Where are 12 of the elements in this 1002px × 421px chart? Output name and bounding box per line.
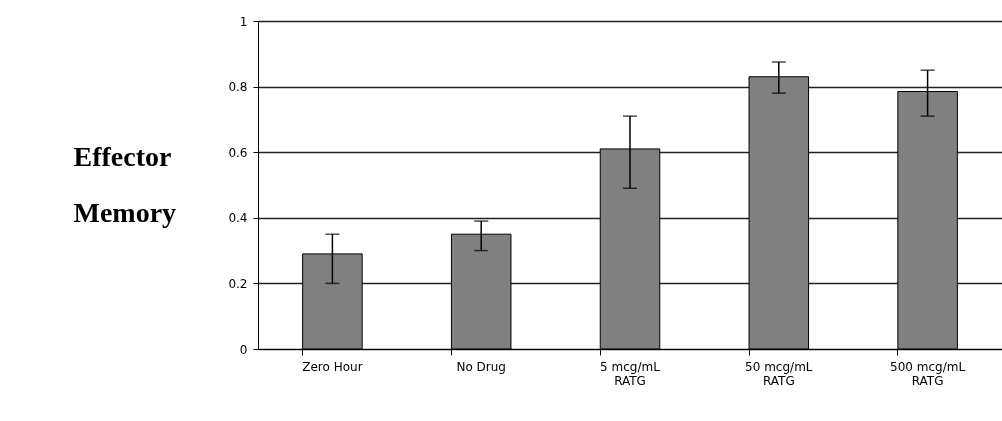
x-tick-label: No Drug xyxy=(456,359,506,374)
x-tick-label: 50 mcg/mL RATG xyxy=(745,359,813,388)
y-tick-label: 0.2 xyxy=(228,276,248,291)
x-tick-label: 5 mcg/mL RATG xyxy=(600,359,661,388)
y-axis-title: Effector Memory xyxy=(73,140,177,228)
x-tick-label: 500 mcg/mL RATG xyxy=(890,359,966,388)
x-tick-label: Zero Hour xyxy=(302,359,363,374)
y-tick-label: 1 xyxy=(239,14,248,29)
y-tick-label: 0.6 xyxy=(228,145,248,160)
y-tick-label: 0 xyxy=(239,342,248,357)
y-tick-label: 0.4 xyxy=(228,211,248,226)
y-tick-label: 0.8 xyxy=(228,80,248,95)
